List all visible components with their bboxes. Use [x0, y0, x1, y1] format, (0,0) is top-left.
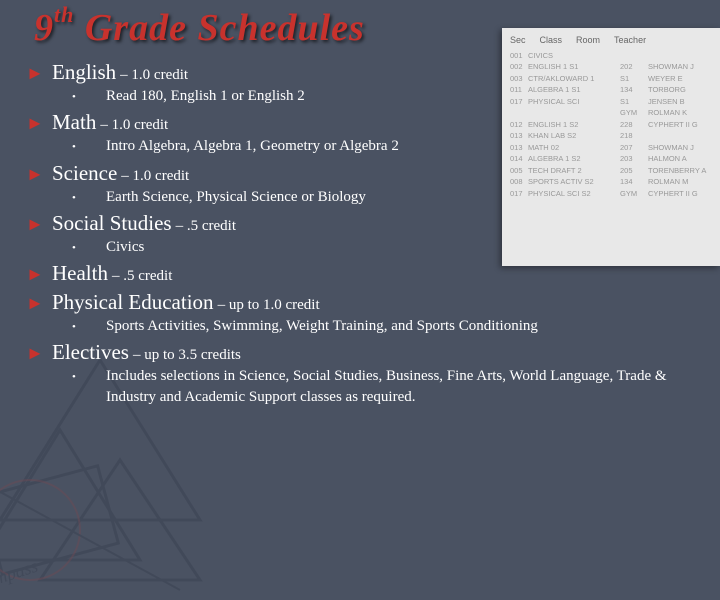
list-item: ►Physical Education – up to 1.0 credit•S…: [22, 290, 710, 336]
list-item: ►English – 1.0 credit•Read 180, English …: [22, 60, 710, 106]
subject-label: Social Studies: [52, 211, 172, 236]
item-top-line: ►English – 1.0 credit: [22, 60, 710, 85]
svg-text:compass: compass: [0, 556, 40, 594]
arrow-icon: ►: [22, 164, 52, 185]
sub-item: •Read 180, English 1 or English 2: [22, 86, 482, 106]
item-top-line: ►Electives – up to 3.5 credits: [22, 340, 710, 365]
subject-label: Science: [52, 161, 117, 186]
sub-item: •Earth Science, Physical Science or Biol…: [22, 187, 482, 207]
col-class: Class: [540, 34, 563, 47]
list-item: ►Social Studies – .5 credit•Civics: [22, 211, 710, 257]
subject-label: Electives: [52, 340, 129, 365]
list-item: ►Health – .5 credit: [22, 261, 710, 286]
credit-label: – up to 1.0 credit: [218, 297, 320, 314]
sub-text: Read 180, English 1 or English 2: [106, 86, 305, 106]
col-teacher: Teacher: [614, 34, 646, 47]
subject-label: Health: [52, 261, 108, 286]
col-sec: Sec: [510, 34, 526, 47]
title-ordinal: th: [54, 2, 74, 27]
sub-text: Intro Algebra, Algebra 1, Geometry or Al…: [106, 136, 399, 156]
sub-item: •Sports Activities, Swimming, Weight Tra…: [22, 316, 692, 336]
arrow-icon: ►: [22, 113, 52, 134]
arrow-icon: ►: [22, 214, 52, 235]
credit-label: – 1.0 credit: [120, 67, 188, 84]
sub-text: Civics: [106, 237, 144, 257]
credit-label: – 1.0 credit: [121, 168, 189, 185]
item-top-line: ►Social Studies – .5 credit: [22, 211, 710, 236]
sub-item: •Intro Algebra, Algebra 1, Geometry or A…: [22, 136, 482, 156]
subject-label: Math: [52, 110, 96, 135]
bullet-icon: •: [72, 91, 106, 103]
arrow-icon: ►: [22, 264, 52, 285]
sub-text: Includes selections in Science, Social S…: [106, 366, 692, 407]
item-top-line: ►Math – 1.0 credit: [22, 110, 710, 135]
list-item: ►Electives – up to 3.5 credits•Includes …: [22, 340, 710, 407]
item-top-line: ►Science – 1.0 credit: [22, 161, 710, 186]
item-top-line: ►Health – .5 credit: [22, 261, 710, 286]
sub-item: •Includes selections in Science, Social …: [22, 366, 692, 407]
arrow-icon: ►: [22, 293, 52, 314]
item-top-line: ►Physical Education – up to 1.0 credit: [22, 290, 710, 315]
arrow-icon: ►: [22, 343, 52, 364]
bullet-icon: •: [72, 371, 106, 383]
bullet-icon: •: [72, 192, 106, 204]
list-item: ►Math – 1.0 credit•Intro Algebra, Algebr…: [22, 110, 710, 156]
title-grade-number: 9: [34, 7, 54, 49]
bullet-icon: •: [72, 321, 106, 333]
list-item: ►Science – 1.0 credit•Earth Science, Phy…: [22, 161, 710, 207]
credit-label: – 1.0 credit: [100, 117, 168, 134]
slide-title: 9th Grade Schedules: [34, 6, 365, 50]
subject-label: English: [52, 60, 116, 85]
sub-text: Earth Science, Physical Science or Biolo…: [106, 187, 366, 207]
credit-label: – .5 credit: [176, 218, 236, 235]
content-list: ►English – 1.0 credit•Read 180, English …: [22, 60, 710, 411]
sub-text: Sports Activities, Swimming, Weight Trai…: [106, 316, 538, 336]
credit-label: – .5 credit: [112, 268, 172, 285]
bullet-icon: •: [72, 141, 106, 153]
schedule-header-row: Sec Class Room Teacher: [510, 34, 712, 47]
subject-label: Physical Education: [52, 290, 214, 315]
title-text: Grade Schedules: [74, 7, 364, 49]
sub-item: •Civics: [22, 237, 482, 257]
arrow-icon: ►: [22, 63, 52, 84]
col-room: Room: [576, 34, 600, 47]
bullet-icon: •: [72, 242, 106, 254]
credit-label: – up to 3.5 credits: [133, 347, 241, 364]
